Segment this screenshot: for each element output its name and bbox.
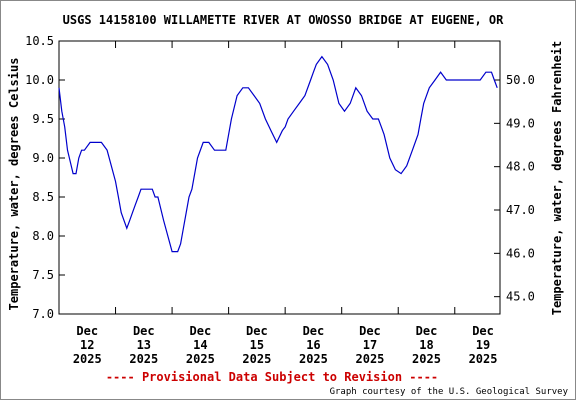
x-tick-label-year: 2025 — [299, 352, 328, 366]
usgs-courtesy: Graph courtesy of the U.S. Geological Su… — [330, 387, 569, 397]
x-tick-label-day: 13 — [137, 338, 151, 352]
x-tick-label-year: 2025 — [242, 352, 271, 366]
x-tick-label-day: 16 — [306, 338, 320, 352]
x-tick-label-month: Dec — [359, 324, 381, 338]
y-axis-right: 45.0 46.0 47.0 48.0 49.0 50.0 — [494, 73, 535, 304]
x-tick-label-day: 17 — [363, 338, 377, 352]
y-axis-left-label: Temperature, water, degrees Celsius — [7, 58, 21, 311]
y-axis-left: 7.0 7.5 8.0 8.5 9.0 9.5 10.0 10.5 — [25, 34, 65, 321]
y-left-tick-label: 8.5 — [32, 190, 54, 204]
y-left-tick-label: 9.5 — [32, 112, 54, 126]
x-axis: Dec122025Dec132025Dec142025Dec152025Dec1… — [73, 41, 498, 366]
plot-area — [58, 40, 501, 315]
x-tick-label-month: Dec — [76, 324, 98, 338]
y-left-tick-label: 10.0 — [25, 73, 54, 87]
x-tick-label-day: 19 — [476, 338, 490, 352]
y-left-tick-label: 10.5 — [25, 34, 54, 48]
y-right-tick-label: 47.0 — [506, 203, 535, 217]
x-tick-label-day: 18 — [419, 338, 433, 352]
chart-title: USGS 14158100 WILLAMETTE RIVER AT OWOSSO… — [63, 13, 504, 27]
x-tick-label-day: 15 — [250, 338, 264, 352]
provisional-notice: ---- Provisional Data Subject to Revisio… — [106, 370, 438, 384]
y-left-tick-label: 8.0 — [32, 229, 54, 243]
x-tick-label-year: 2025 — [73, 352, 102, 366]
series-layer — [58, 55, 498, 253]
x-tick-label-month: Dec — [246, 324, 268, 338]
x-tick-label-month: Dec — [303, 324, 325, 338]
x-tick-label-year: 2025 — [412, 352, 441, 366]
x-tick-label-day: 14 — [193, 338, 207, 352]
temperature-series-line — [58, 55, 498, 253]
x-tick-label-month: Dec — [416, 324, 438, 338]
y-right-tick-label: 46.0 — [506, 246, 535, 260]
x-tick-label-month: Dec — [472, 324, 494, 338]
y-right-tick-label: 49.0 — [506, 116, 535, 130]
y-right-tick-label: 50.0 — [506, 73, 535, 87]
x-tick-label-year: 2025 — [356, 352, 385, 366]
y-left-tick-label: 7.0 — [32, 307, 54, 321]
y-left-tick-label: 7.5 — [32, 268, 54, 282]
x-tick-label-month: Dec — [190, 324, 212, 338]
x-tick-label-month: Dec — [133, 324, 155, 338]
y-right-tick-label: 45.0 — [506, 290, 535, 304]
y-left-tick-label: 9.0 — [32, 151, 54, 165]
x-tick-label-day: 12 — [80, 338, 94, 352]
x-tick-label-year: 2025 — [186, 352, 215, 366]
x-tick-label-year: 2025 — [129, 352, 158, 366]
y-axis-right-label: Temperature, water, degrees Fahrenheit — [550, 41, 564, 316]
x-tick-label-year: 2025 — [469, 352, 498, 366]
y-right-tick-label: 48.0 — [506, 160, 535, 174]
